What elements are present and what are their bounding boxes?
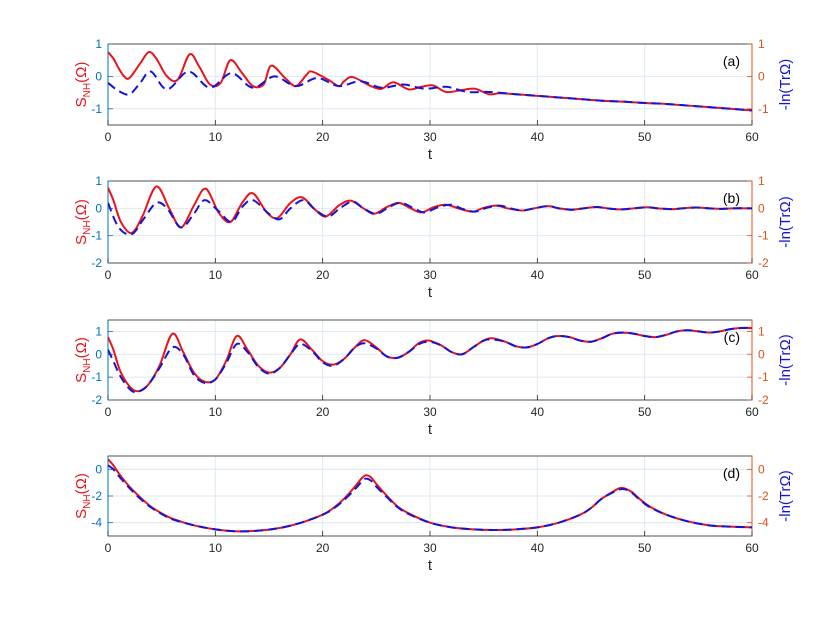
series-blue-dashed (108, 326, 752, 394)
x-tick-label: 10 (209, 130, 223, 144)
x-tick-label: 10 (209, 541, 223, 555)
y-left-tick-label: 1 (95, 174, 102, 188)
x-tick-label: 50 (638, 405, 652, 419)
y-right-tick-label: 0 (758, 462, 765, 476)
x-tick-label: 50 (638, 268, 652, 282)
y-right-axis-label: -ln(TrΩ) (777, 470, 794, 521)
x-tick-label: 20 (316, 130, 330, 144)
x-tick-label: 40 (531, 405, 545, 419)
y-left-tick-label: -1 (91, 229, 102, 243)
series-red-solid (108, 50, 752, 112)
y-left-axis-label: SNH(Ω) (73, 337, 93, 383)
y-left-tick-label: 0 (95, 462, 102, 476)
y-right-tick-label: -1 (758, 370, 769, 384)
x-axis-label: t (428, 146, 433, 163)
x-tick-label: 60 (745, 405, 759, 419)
y-right-tick-label: -2 (758, 393, 769, 407)
y-left-tick-label: -2 (91, 256, 102, 270)
y-left-tick-label: 1 (95, 37, 102, 51)
y-right-tick-label: 1 (758, 324, 765, 338)
y-right-tick-label: 0 (758, 201, 765, 215)
x-axis-label: t (428, 421, 433, 438)
y-right-tick-label: 0 (758, 347, 765, 361)
y-left-tick-label: 0 (95, 69, 102, 83)
x-tick-label: 10 (209, 405, 223, 419)
x-tick-label: 30 (423, 268, 437, 282)
y-right-tick-label: -1 (758, 102, 769, 116)
panel-label: (d) (723, 465, 740, 481)
panel-label: (c) (724, 329, 740, 345)
y-right-tick-label: -2 (758, 256, 769, 270)
x-tick-label: 20 (316, 541, 330, 555)
y-right-axis-label: -ln(TrΩ) (777, 334, 794, 385)
series-blue-dashed (108, 198, 752, 236)
series-red-solid (108, 185, 752, 234)
x-tick-label: 30 (423, 130, 437, 144)
x-tick-label: 50 (638, 130, 652, 144)
y-right-tick-label: -4 (758, 516, 769, 530)
panel-label: (b) (723, 190, 740, 206)
x-tick-label: 0 (105, 268, 112, 282)
y-left-tick-label: 1 (95, 324, 102, 338)
x-tick-label: 60 (745, 130, 759, 144)
series-red-solid (108, 458, 752, 533)
x-tick-label: 30 (423, 405, 437, 419)
x-tick-label: 60 (745, 268, 759, 282)
y-right-tick-label: -2 (758, 489, 769, 503)
y-left-axis-label: SNH(Ω) (73, 199, 93, 245)
series-blue-dashed (108, 70, 752, 112)
x-tick-label: 0 (105, 405, 112, 419)
y-left-tick-label: -1 (91, 370, 102, 384)
y-left-tick-label: -2 (91, 393, 102, 407)
y-right-tick-label: 1 (758, 174, 765, 188)
y-left-axis-label: SNH(Ω) (73, 473, 93, 519)
x-axis-label: t (428, 557, 433, 574)
y-right-tick-label: -1 (758, 229, 769, 243)
x-tick-label: 40 (531, 268, 545, 282)
y-left-tick-label: 0 (95, 201, 102, 215)
x-axis-label: t (428, 284, 433, 301)
y-left-tick-label: -2 (91, 489, 102, 503)
x-tick-label: 30 (423, 541, 437, 555)
x-tick-label: 40 (531, 130, 545, 144)
y-right-axis-label: -ln(TrΩ) (777, 59, 794, 110)
x-tick-label: 40 (531, 541, 545, 555)
y-left-tick-label: -4 (91, 516, 102, 530)
x-tick-label: 0 (105, 130, 112, 144)
y-right-tick-label: 0 (758, 69, 765, 83)
y-right-tick-label: 1 (758, 37, 765, 51)
y-right-axis-label: -ln(TrΩ) (777, 196, 794, 247)
y-left-tick-label: 0 (95, 347, 102, 361)
x-tick-label: 20 (316, 405, 330, 419)
y-left-tick-label: -1 (91, 102, 102, 116)
x-tick-label: 60 (745, 541, 759, 555)
x-tick-label: 10 (209, 268, 223, 282)
x-tick-label: 50 (638, 541, 652, 555)
x-tick-label: 0 (105, 541, 112, 555)
x-tick-label: 20 (316, 268, 330, 282)
y-left-axis-label: SNH(Ω) (73, 62, 93, 108)
panel-label: (a) (723, 53, 740, 69)
